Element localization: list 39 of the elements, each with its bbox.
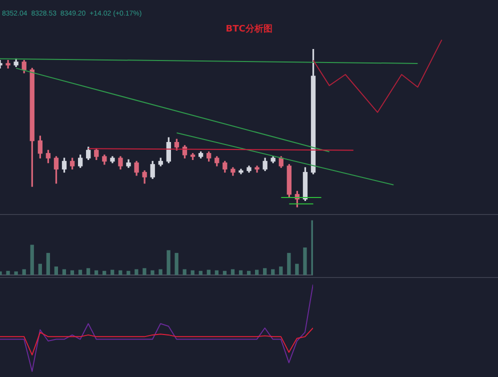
bar [238, 270, 243, 275]
bar [110, 270, 114, 275]
bar [86, 268, 90, 275]
bar [279, 266, 283, 275]
bar [30, 244, 34, 275]
bar [38, 264, 42, 275]
bar [134, 269, 138, 275]
bar [206, 270, 210, 275]
bar [14, 271, 18, 275]
bar [126, 270, 130, 275]
bar [246, 270, 251, 275]
bar [6, 270, 10, 275]
chart-title: BTC分析图 [226, 24, 272, 35]
bar [166, 250, 170, 275]
bar [102, 270, 106, 275]
bar [182, 269, 186, 275]
bar [174, 252, 178, 275]
bar [62, 269, 66, 275]
bar [303, 247, 307, 275]
bar [46, 252, 50, 275]
bar [263, 268, 267, 275]
bar [222, 270, 227, 275]
bar [94, 270, 98, 275]
bar [142, 268, 146, 275]
bar [230, 269, 235, 275]
bar [190, 270, 194, 275]
bar [78, 270, 82, 275]
bar [22, 269, 26, 275]
bar [214, 270, 219, 275]
bar [150, 270, 154, 275]
bar [287, 252, 291, 275]
bar [271, 269, 275, 275]
bar [54, 266, 58, 275]
bar [295, 264, 299, 275]
bar [254, 270, 259, 275]
bar [70, 270, 74, 275]
bar [158, 269, 162, 275]
bar [198, 270, 202, 275]
bar [118, 270, 122, 275]
